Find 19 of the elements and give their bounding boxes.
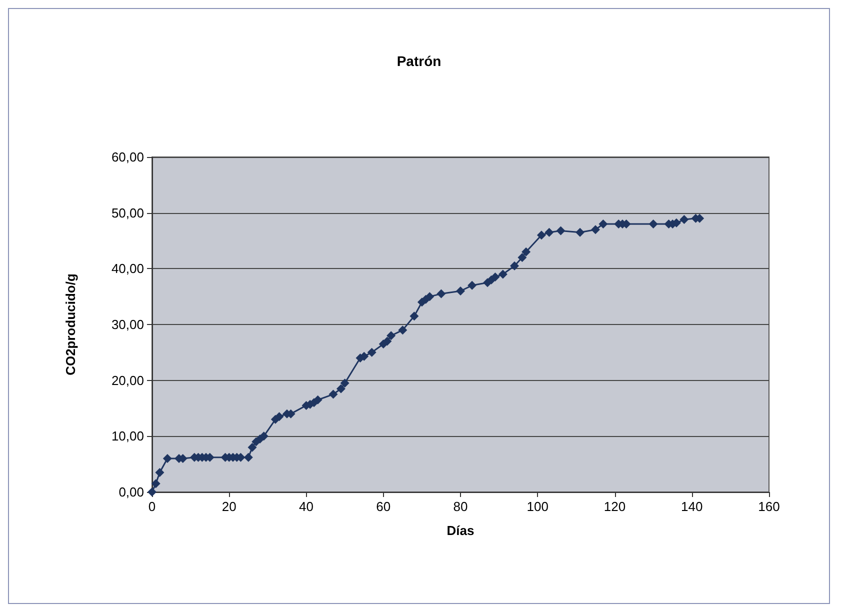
x-tick-label: 140 (681, 499, 703, 514)
x-tick-label: 120 (604, 499, 626, 514)
chart-title: Patrón (396, 53, 442, 69)
y-tick-label: 10,00 (111, 428, 144, 444)
x-tick-label: 0 (148, 499, 156, 514)
y-tick-label: 0,00 (118, 484, 144, 500)
x-tick-label: 60 (376, 499, 391, 514)
y-tick-label: 30,00 (111, 317, 144, 332)
x-tick-label: 100 (526, 499, 548, 514)
x-tick-label: 40 (299, 499, 314, 514)
y-tick-label: 60,00 (111, 150, 144, 164)
y-tick-label: 40,00 (111, 261, 144, 276)
y-tick-label: 50,00 (111, 205, 144, 220)
x-tick-label: 20 (222, 499, 236, 514)
y-axis-title: CO2producido/g (63, 274, 78, 376)
x-axis-title: Días (446, 523, 474, 538)
x-tick-label: 160 (758, 499, 780, 514)
y-tick-label: 20,00 (111, 372, 144, 388)
x-tick-label: 80 (453, 499, 468, 514)
